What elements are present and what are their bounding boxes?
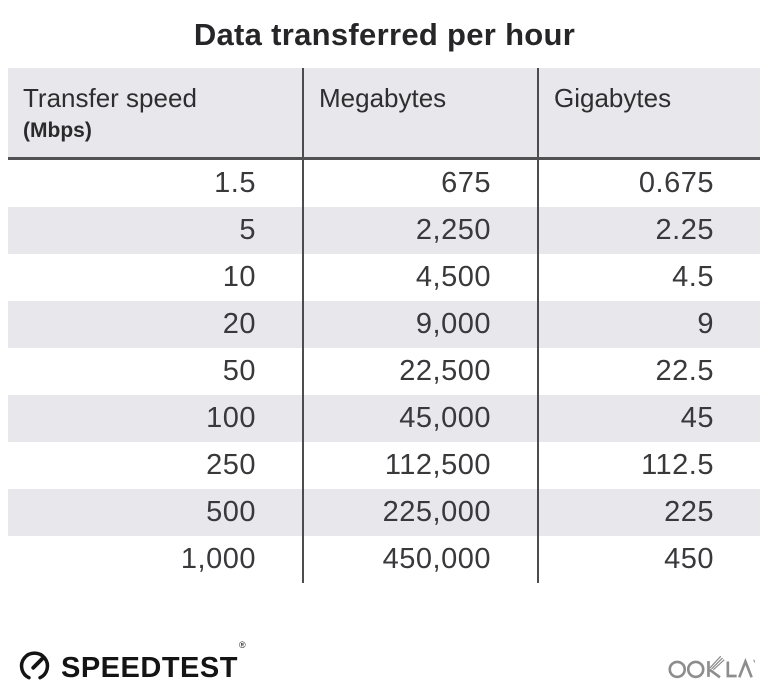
cell-transfer-speed: 10 bbox=[222, 261, 256, 293]
header-transfer-speed: Transfer speed (Mbps) bbox=[8, 68, 302, 157]
cell-transfer-speed: 50 bbox=[222, 355, 256, 387]
cell-gigabytes: 2.25 bbox=[537, 207, 760, 254]
cell-gigabytes: 22.5 bbox=[537, 348, 760, 395]
table-row: 500 225,000 225 bbox=[8, 489, 760, 536]
footer: SPEEDTEST® bbox=[0, 638, 769, 698]
header-transfer-speed-label: Transfer speed bbox=[23, 83, 197, 113]
cell-megabytes: 2,250 bbox=[302, 207, 537, 254]
table-row: 250 112,500 112.5 bbox=[8, 442, 760, 489]
ookla-logo bbox=[668, 650, 756, 685]
cell-gigabytes: 450 bbox=[537, 536, 760, 583]
speedtest-wordmark: SPEEDTEST® bbox=[61, 639, 247, 684]
cell-megabytes: 450,000 bbox=[302, 536, 537, 583]
header-mbps-unit-label: (Mbps) bbox=[23, 118, 92, 142]
cell-transfer-speed: 1.5 bbox=[214, 167, 256, 199]
page-title: Data transferred per hour bbox=[193, 17, 576, 52]
table-body: 1.5 675 0.675 5 2,250 2.25 10 4,500 4.5 … bbox=[8, 160, 760, 583]
cell-gigabytes: 4.5 bbox=[537, 254, 760, 301]
cell-megabytes: 9,000 bbox=[302, 301, 537, 348]
cell-gigabytes: 9 bbox=[537, 301, 760, 348]
cell-transfer-speed: 500 bbox=[206, 496, 256, 528]
header-megabytes: Megabytes bbox=[302, 68, 537, 157]
cell-transfer-speed: 5 bbox=[239, 214, 256, 246]
header-gigabytes: Gigabytes bbox=[537, 68, 760, 157]
cell-gigabytes: 225 bbox=[537, 489, 760, 536]
cell-transfer-speed: 20 bbox=[222, 308, 256, 340]
cell-gigabytes: 0.675 bbox=[537, 160, 760, 207]
cell-megabytes: 225,000 bbox=[302, 489, 537, 536]
table-header-row: Transfer speed (Mbps) Megabytes Gigabyte… bbox=[8, 68, 760, 160]
cell-transfer-speed: 1,000 bbox=[180, 543, 256, 575]
cell-megabytes: 4,500 bbox=[302, 254, 537, 301]
table-row: 1,000 450,000 450 bbox=[8, 536, 760, 583]
cell-gigabytes: 112.5 bbox=[537, 442, 760, 489]
table-row: 50 22,500 22.5 bbox=[8, 348, 760, 395]
cell-megabytes: 45,000 bbox=[302, 395, 537, 442]
cell-transfer-speed: 250 bbox=[206, 449, 256, 481]
speedtest-trademark-mark: ® bbox=[238, 639, 247, 650]
cell-megabytes: 22,500 bbox=[302, 348, 537, 395]
speedtest-gauge-icon bbox=[16, 647, 53, 689]
speedtest-logo: SPEEDTEST® bbox=[16, 639, 247, 689]
table-row: 100 45,000 45 bbox=[8, 395, 760, 442]
table-row: 1.5 675 0.675 bbox=[8, 160, 760, 207]
table-row: 10 4,500 4.5 bbox=[8, 254, 760, 301]
table-row: 5 2,250 2.25 bbox=[8, 207, 760, 254]
cell-gigabytes: 45 bbox=[537, 395, 760, 442]
table-row: 20 9,000 9 bbox=[8, 301, 760, 348]
cell-megabytes: 112,500 bbox=[302, 442, 537, 489]
cell-megabytes: 675 bbox=[302, 160, 537, 207]
data-table: Transfer speed (Mbps) Megabytes Gigabyte… bbox=[8, 68, 760, 583]
cell-transfer-speed: 100 bbox=[206, 402, 256, 434]
